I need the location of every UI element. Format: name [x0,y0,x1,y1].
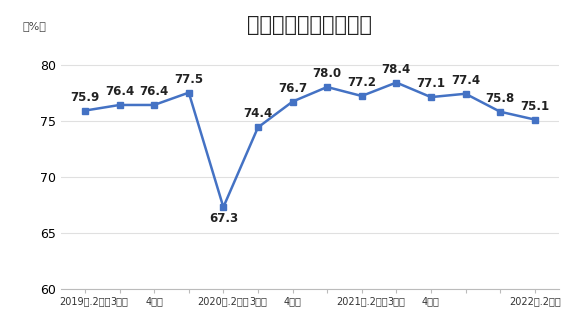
Text: 75.1: 75.1 [520,100,549,113]
Text: 77.4: 77.4 [451,74,480,87]
Text: 77.1: 77.1 [416,77,446,90]
Text: 77.5: 77.5 [174,73,203,86]
Text: 76.7: 76.7 [278,82,307,95]
Text: 75.8: 75.8 [486,92,515,105]
Text: 76.4: 76.4 [105,85,134,98]
Text: 75.9: 75.9 [71,91,99,104]
Text: 74.4: 74.4 [243,108,273,120]
Text: 77.2: 77.2 [347,76,376,89]
Text: 76.4: 76.4 [139,85,169,98]
Text: 78.0: 78.0 [313,67,342,80]
Text: （%）: （%） [23,21,47,31]
Title: 分季度工业产能利用率: 分季度工业产能利用率 [247,15,372,35]
Text: 78.4: 78.4 [381,63,411,75]
Text: 67.3: 67.3 [209,212,238,225]
